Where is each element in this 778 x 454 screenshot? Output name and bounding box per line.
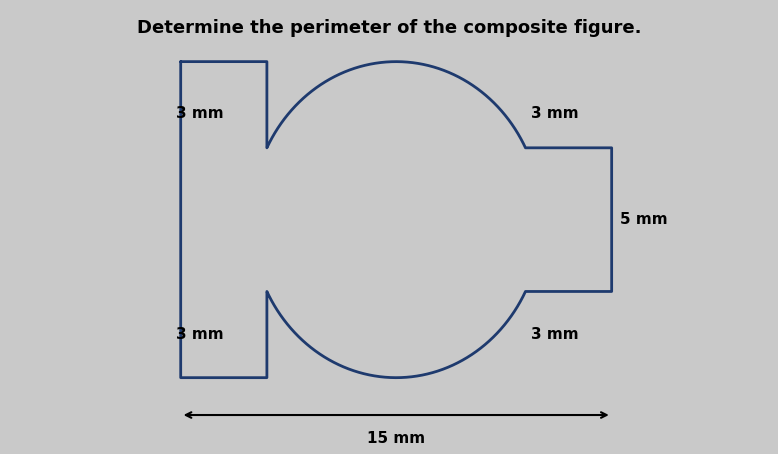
Text: 15 mm: 15 mm: [367, 431, 426, 446]
Text: 3 mm: 3 mm: [531, 327, 579, 342]
Text: Determine the perimeter of the composite figure.: Determine the perimeter of the composite…: [137, 19, 641, 36]
Text: 3 mm: 3 mm: [176, 106, 224, 121]
Text: 5 mm: 5 mm: [620, 212, 668, 227]
Text: 3 mm: 3 mm: [176, 327, 224, 342]
Text: 3 mm: 3 mm: [531, 106, 579, 121]
